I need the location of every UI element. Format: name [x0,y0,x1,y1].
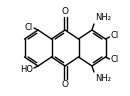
Text: NH₂: NH₂ [95,13,111,22]
Text: Cl: Cl [110,31,119,41]
Text: O: O [61,7,69,16]
Text: Cl: Cl [25,22,33,31]
Text: O: O [61,80,69,89]
Text: Cl: Cl [110,55,119,65]
Text: HO: HO [20,65,33,74]
Text: NH₂: NH₂ [95,74,111,83]
